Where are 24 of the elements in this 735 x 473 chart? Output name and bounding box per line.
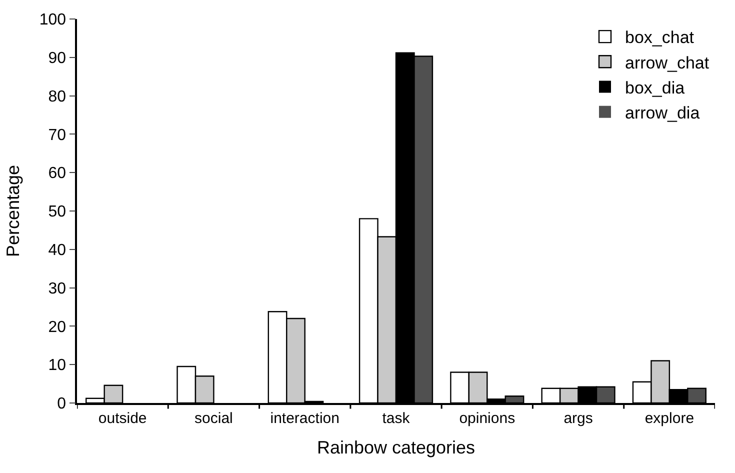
x-axis-title: Rainbow categories xyxy=(316,437,476,458)
y-tick-label: 100 xyxy=(39,12,66,29)
y-tick-label: 50 xyxy=(48,204,66,221)
legend-label: box_dia xyxy=(625,78,686,98)
x-tick-label: task xyxy=(382,410,410,427)
y-axis-title: Percentage xyxy=(3,164,24,258)
legend-label: arrow_chat xyxy=(625,53,710,72)
y-tick-label: 20 xyxy=(48,318,66,336)
x-tick-label: social xyxy=(194,410,233,427)
y-tick-label: 60 xyxy=(48,165,66,182)
legend-label: box_chat xyxy=(625,28,694,48)
x-tick-label: outside xyxy=(98,410,147,427)
x-tick-label: args xyxy=(564,410,593,427)
y-tick-label: 30 xyxy=(48,280,66,298)
y-tick-label: 40 xyxy=(48,242,66,259)
y-tick-label: 80 xyxy=(48,88,66,106)
x-tick-label: interaction xyxy=(270,410,340,427)
y-tick-label: 90 xyxy=(48,50,66,67)
y-tick-label: 70 xyxy=(48,126,66,144)
x-tick-label: opinions xyxy=(459,410,516,427)
y-tick-label: 0 xyxy=(57,396,66,413)
legend-label: arrow_dia xyxy=(625,103,700,122)
y-tick-label: 10 xyxy=(48,357,66,374)
x-tick-label: explore xyxy=(644,410,694,427)
